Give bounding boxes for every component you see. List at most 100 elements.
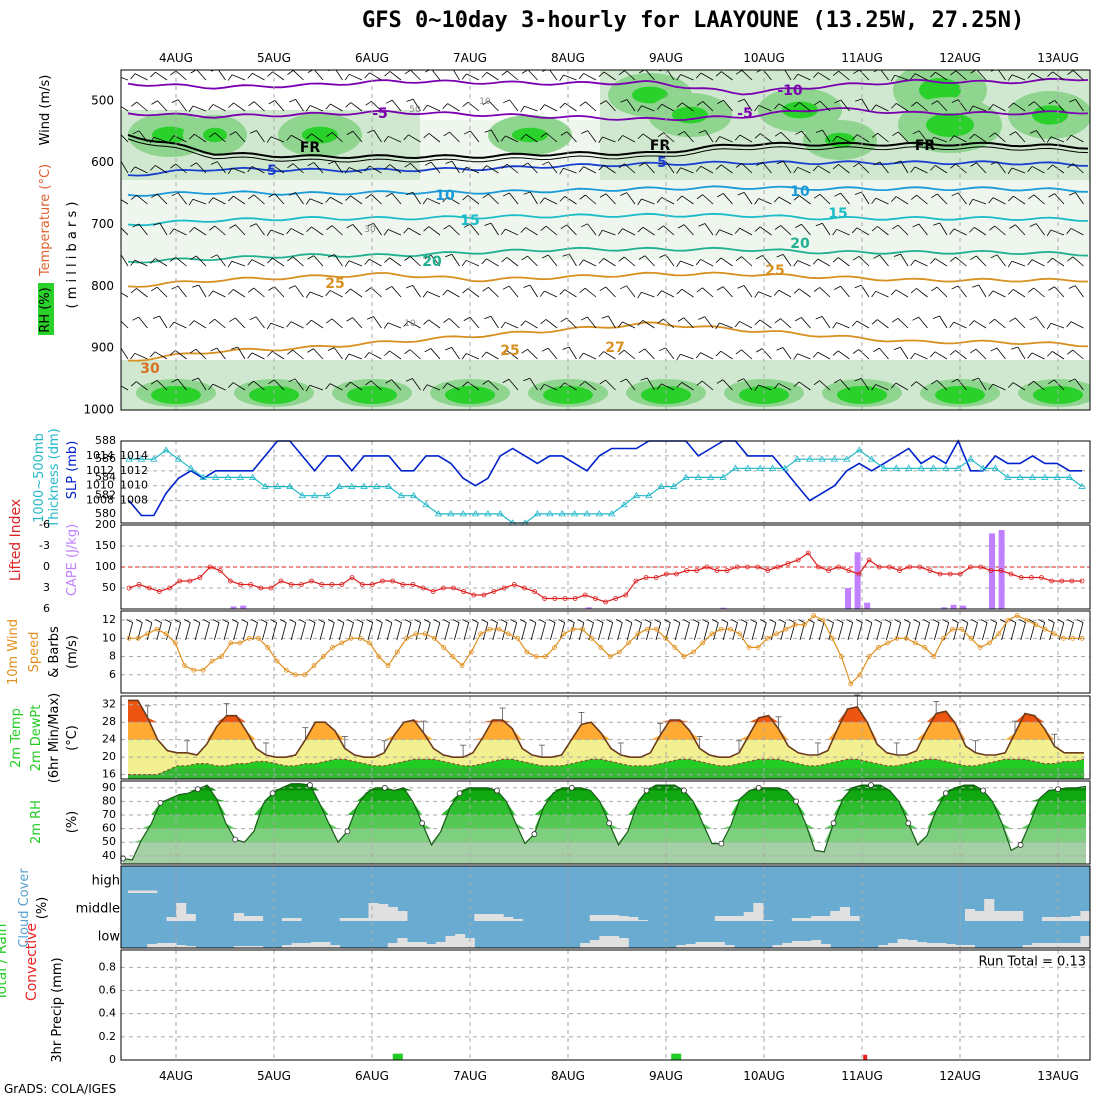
wind-barb: [1019, 619, 1026, 641]
cloud-bar: [281, 918, 293, 921]
wind-speed-marker: [913, 640, 918, 646]
wind-barb: [150, 71, 168, 81]
wind-barb: [130, 288, 148, 298]
wind-barb: [442, 289, 460, 298]
wind-barb: [578, 352, 597, 360]
wind-barb: [132, 223, 148, 236]
wind-barb: [482, 286, 499, 298]
wind-barb: [481, 72, 499, 81]
wind-barb: [344, 353, 363, 361]
thickness-marker: [224, 473, 232, 480]
axis-label: CAPE (J/kg): [65, 524, 80, 596]
cloud-bar: [695, 942, 706, 948]
wind-barb: [500, 619, 508, 641]
wind-speed-marker: [903, 635, 909, 641]
wind-barb: [827, 619, 834, 641]
wind-barb: [1029, 130, 1045, 143]
rh-marker: [307, 782, 313, 788]
cloud-bar: [1041, 917, 1053, 921]
wind-speed-marker: [1061, 635, 1066, 641]
wind-barb: [970, 348, 987, 360]
wind-barb: [346, 130, 363, 143]
wind-barb: [1008, 289, 1026, 298]
wind-barb: [871, 104, 889, 112]
wind-barb: [482, 100, 499, 112]
lifted-index-marker: [511, 582, 517, 587]
axis-label: & Barbs: [47, 626, 62, 678]
cloud-bar: [724, 945, 735, 948]
thickness-marker: [669, 482, 678, 489]
wind-barb: [692, 619, 700, 641]
wind-barb: [121, 385, 129, 391]
wind-barb: [875, 619, 882, 641]
wind-barb: [384, 350, 402, 360]
contour-label: FR: [915, 138, 936, 154]
lifted-index-marker: [856, 571, 862, 577]
lifted-index-marker: [390, 578, 395, 584]
wind-barb: [130, 194, 148, 205]
cloud-bar: [378, 904, 389, 921]
wind-barb: [832, 164, 850, 174]
wind-barb: [539, 290, 558, 298]
cloud-bar: [589, 940, 600, 948]
contour-label: -5: [372, 106, 388, 122]
wind-frame: [120, 610, 1091, 694]
wind-barb: [268, 379, 285, 391]
wind-barb: [873, 161, 889, 174]
x-tick-label-bottom: 6AUG: [355, 1069, 389, 1083]
wind-speed-marker: [894, 635, 900, 641]
lifted-index-marker: [248, 582, 254, 587]
wind-barb: [442, 382, 460, 391]
lifted-index-marker: [653, 575, 659, 580]
wind-barb: [852, 255, 870, 267]
thickness-marker: [979, 464, 987, 471]
wind-barb: [737, 378, 753, 391]
x-tick-label-bottom: 11AUG: [841, 1069, 883, 1083]
lifted-index-marker: [805, 550, 811, 556]
wind-barb: [951, 619, 959, 641]
cloud-bar: [685, 944, 697, 948]
wind-barb: [406, 285, 421, 298]
wind-barb: [676, 288, 694, 298]
wind-barb: [702, 619, 710, 641]
wind-barb: [968, 105, 987, 113]
wind-barb: [910, 288, 928, 298]
cloud-bar: [1070, 943, 1081, 948]
wind-barb: [484, 222, 499, 236]
wind-speed-marker: [968, 635, 974, 641]
wind-barb: [910, 166, 928, 174]
isotherm-line: [127, 246, 1089, 264]
rh-marker: [681, 787, 687, 794]
wind-barb: [1027, 166, 1045, 174]
wind-barb: [344, 167, 363, 174]
wind-barb: [598, 229, 616, 237]
wind-barb: [325, 383, 343, 391]
wind-barb: [559, 196, 577, 205]
wind-barb: [424, 161, 441, 174]
tick-label: 200: [95, 518, 116, 531]
cloud-bar: [320, 942, 331, 948]
wind-barb: [1066, 134, 1084, 143]
wind-barb: [188, 198, 207, 206]
thickness-marker: [447, 510, 455, 517]
wind-barb: [306, 226, 324, 236]
lifted-index-marker: [785, 561, 791, 566]
wind-barb: [949, 256, 967, 267]
cloud-bar: [416, 942, 427, 948]
thickness-marker: [1053, 473, 1061, 480]
wind-barb: [910, 352, 928, 360]
wind-barb: [1067, 619, 1074, 641]
axis-label: Convective: [24, 923, 40, 1001]
wind-barb: [735, 256, 753, 267]
wind-barb: [933, 222, 948, 236]
wind-barb: [559, 289, 577, 298]
wind-barb: [442, 103, 460, 112]
wind-barb: [463, 223, 480, 236]
rh-frame: [120, 780, 1091, 865]
wind-barb: [540, 225, 558, 236]
wind-barb: [288, 378, 304, 391]
lifted-index-marker: [400, 582, 406, 587]
wind-barb: [326, 132, 343, 143]
wind-barb: [834, 192, 850, 205]
rh-marker: [1055, 786, 1061, 793]
